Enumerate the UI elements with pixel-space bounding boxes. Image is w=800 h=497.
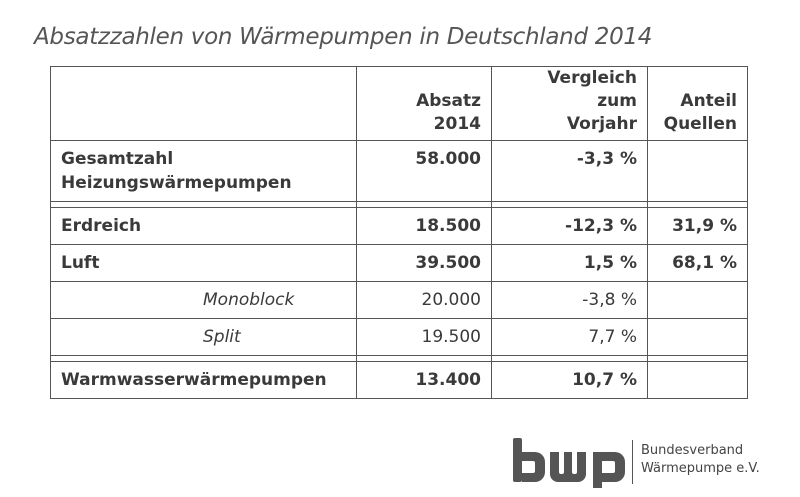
split-anteil bbox=[647, 318, 748, 356]
gesamt-absatz: 58.000 bbox=[356, 140, 492, 202]
monoblock-anteil bbox=[647, 281, 748, 319]
gesamt-label-line1: Gesamtzahl bbox=[61, 149, 174, 169]
warmwasser-label: Warmwasserwärmepumpen bbox=[50, 361, 357, 399]
header-row: Absatz 2014 Vergleich zum Vorjahr Anteil Q… bbox=[50, 66, 748, 141]
table-row-erdreich: Erdreich 18.500 -12,3 % 31,9 % bbox=[50, 207, 748, 245]
bwp-logo-mark bbox=[513, 438, 625, 488]
warmwasser-anteil bbox=[647, 361, 748, 399]
header-anteil-line1: Anteil bbox=[680, 91, 737, 111]
table-row-luft: Luft 39.500 1,5 % 68,1 % bbox=[50, 244, 748, 282]
luft-vergleich: 1,5 % bbox=[491, 244, 648, 282]
header-absatz-label: Absatz 2014 bbox=[416, 91, 481, 134]
sales-table-container: Absatz 2014 Vergleich zum Vorjahr Anteil Q… bbox=[50, 66, 748, 406]
warmwasser-vergleich: 10,7 % bbox=[491, 361, 648, 399]
erdreich-anteil: 31,9 % bbox=[647, 207, 748, 245]
table-row-monoblock: Monoblock 20.000 -3,8 % bbox=[50, 281, 748, 319]
bwp-logo: Bundesverband Wärmepumpe e.V. bbox=[513, 438, 763, 490]
table-row-gesamt: Gesamtzahl Heizungswärmepumpen 58.000 -3,… bbox=[50, 140, 748, 202]
header-vergleich-line2: Vorjahr bbox=[566, 114, 637, 134]
header-absatz: Absatz 2014 bbox=[356, 66, 492, 141]
gesamt-label-line2: Heizungswärmepumpen bbox=[61, 173, 292, 193]
monoblock-absatz: 20.000 bbox=[356, 281, 492, 319]
split-label: Split bbox=[50, 318, 357, 356]
luft-absatz: 39.500 bbox=[356, 244, 492, 282]
erdreich-vergleich: -12,3 % bbox=[491, 207, 648, 245]
header-empty-cell bbox=[50, 66, 357, 141]
table-row-warmwasser: Warmwasserwärmepumpen 13.400 10,7 % bbox=[50, 361, 748, 399]
warmwasser-absatz: 13.400 bbox=[356, 361, 492, 399]
logo-line2: Wärmepumpe e.V. bbox=[641, 461, 760, 476]
luft-anteil: 68,1 % bbox=[647, 244, 748, 282]
header-anteil-line2: Quellen bbox=[663, 114, 737, 134]
monoblock-vergleich: -3,8 % bbox=[491, 281, 648, 319]
header-vergleich-line1: Vergleich zum bbox=[547, 68, 637, 111]
logo-text: Bundesverband Wärmepumpe e.V. bbox=[641, 442, 760, 478]
logo-divider bbox=[632, 440, 633, 484]
luft-label: Luft bbox=[50, 244, 357, 282]
erdreich-label: Erdreich bbox=[50, 207, 357, 245]
erdreich-absatz: 18.500 bbox=[356, 207, 492, 245]
gesamt-label: Gesamtzahl Heizungswärmepumpen bbox=[50, 140, 357, 202]
split-absatz: 19.500 bbox=[356, 318, 492, 356]
header-anteil: Anteil Quellen bbox=[647, 66, 748, 141]
gesamt-anteil bbox=[647, 140, 748, 202]
page-title: Absatzzahlen von Wärmepumpen in Deutschl… bbox=[34, 24, 653, 50]
logo-line1: Bundesverband bbox=[641, 443, 744, 458]
split-vergleich: 7,7 % bbox=[491, 318, 648, 356]
sales-table: Absatz 2014 Vergleich zum Vorjahr Anteil Q… bbox=[50, 66, 748, 399]
gesamt-vergleich: -3,3 % bbox=[491, 140, 648, 202]
header-vergleich: Vergleich zum Vorjahr bbox=[491, 66, 648, 141]
monoblock-label: Monoblock bbox=[50, 281, 357, 319]
table-row-split: Split 19.500 7,7 % bbox=[50, 318, 748, 356]
